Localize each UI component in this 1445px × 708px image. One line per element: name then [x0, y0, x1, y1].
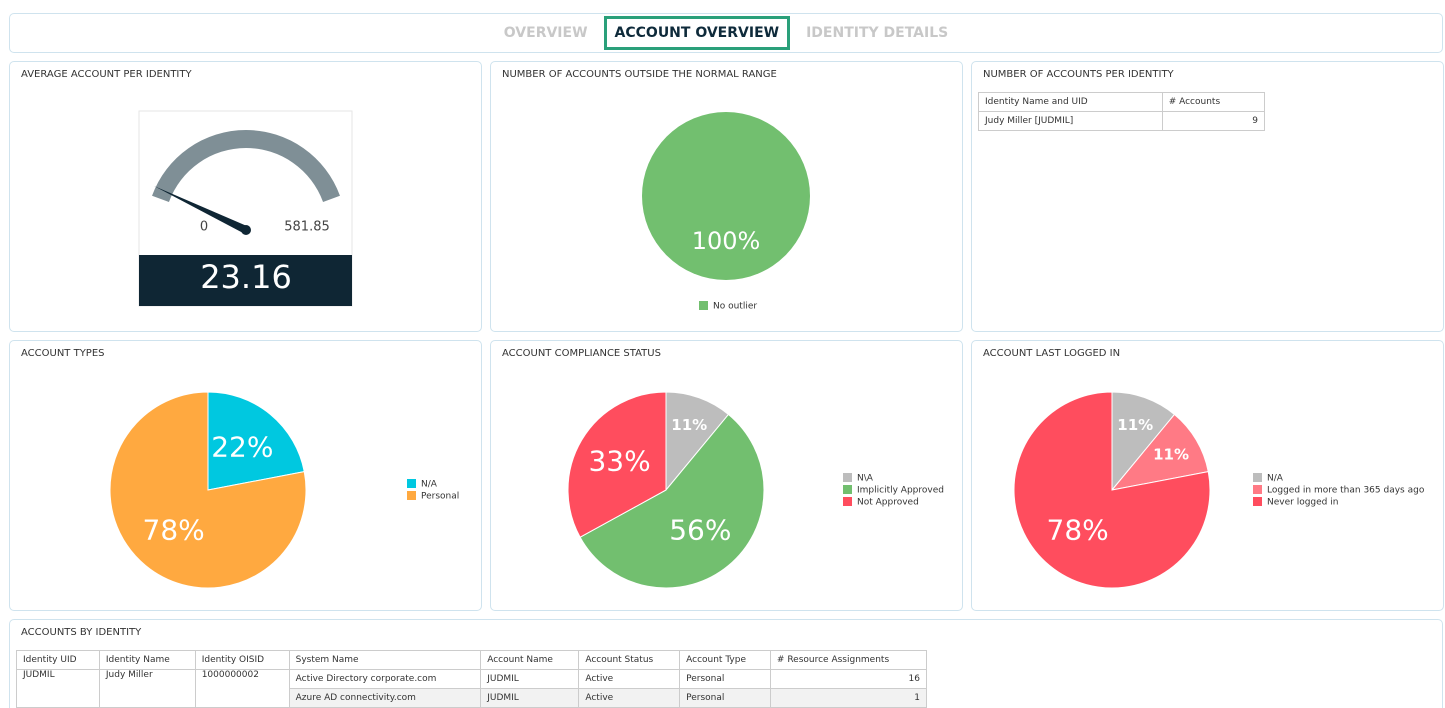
table-cell: 9 — [1161, 111, 1266, 131]
tab[interactable]: OVERVIEW — [503, 25, 588, 41]
pie-label: 22% — [211, 430, 273, 463]
pie-slice — [1013, 391, 1211, 589]
tab[interactable]: ACCOUNT OVERVIEW — [603, 16, 791, 50]
panel-title: NUMBER OF ACCOUNTS PER IDENTITY — [983, 69, 1174, 80]
legend-swatch — [843, 485, 852, 494]
gauge-value-box — [139, 255, 352, 306]
table-cell: Judy Miller — [98, 669, 196, 708]
table-cell: Active — [578, 688, 681, 708]
gauge-max: 581.85 — [284, 220, 330, 235]
table-cell: JUDMIL — [480, 688, 580, 708]
accounts-table: Identity UID Identity Name Identity OISID S… — [16, 650, 928, 708]
legend-swatch — [1253, 473, 1262, 482]
table-cell: 1000000002 — [194, 669, 290, 708]
gauge-value: 23.16 — [200, 258, 292, 296]
table-cell: 1 — [769, 688, 928, 708]
pie-label: 33% — [588, 445, 650, 478]
legend-label: Logged in more than 365 days ago — [1267, 486, 1425, 496]
legend-swatch — [843, 497, 852, 506]
identity-table: Identity Name and UID # Accounts Judy Mill… — [978, 92, 1266, 131]
table-cell: Judy Miller [JUDMIL] — [978, 111, 1163, 131]
panel-title: ACCOUNTS BY IDENTITY — [21, 627, 142, 638]
legend-label: N/A — [1267, 474, 1284, 484]
legend-swatch — [843, 473, 852, 482]
table-cell: JUDMIL — [16, 669, 100, 708]
legend-label: Personal — [421, 492, 459, 502]
pie-label: 11% — [1117, 416, 1153, 434]
pie-slice — [567, 391, 667, 538]
pie-label: 11% — [671, 416, 707, 434]
pie-slice — [579, 413, 765, 589]
pie-label: 100% — [692, 227, 761, 255]
panel-title: NUMBER OF ACCOUNTS OUTSIDE THE NORMAL RA… — [502, 69, 777, 80]
panel-title: AVERAGE ACCOUNT PER IDENTITY — [21, 69, 192, 80]
panel: NUMBER OF ACCOUNTS PER IDENTITY Identity… — [971, 61, 1444, 332]
pie-label: 78% — [1047, 514, 1109, 547]
panel-title: ACCOUNT TYPES — [21, 348, 105, 359]
legend-swatch — [1253, 497, 1262, 506]
tab-bar: OVERVIEW ACCOUNT OVERVIEW IDENTITY DETAILS — [9, 13, 1443, 53]
gauge-needle — [153, 185, 248, 234]
pie-slice — [642, 112, 810, 280]
pie-label: 56% — [669, 514, 731, 547]
table-header: Identity UID Identity Name Identity OISID S… — [16, 650, 928, 670]
table-row: JUDMIL Judy Miller 1000000002 Active Direct… — [16, 669, 928, 708]
legend-label: N/A — [421, 480, 438, 490]
legend-swatch — [699, 301, 708, 310]
pie-slice — [207, 391, 305, 491]
tab[interactable]: IDENTITY DETAILS — [806, 25, 949, 41]
legend-swatch — [407, 491, 416, 500]
legend-label: Never logged in — [1267, 498, 1338, 508]
panel-title: ACCOUNT LAST LOGGED IN — [983, 348, 1121, 359]
legend-swatch — [1253, 485, 1262, 494]
pie-slice — [109, 391, 307, 589]
gauge-hub — [241, 225, 251, 235]
panel: ACCOUNTS BY IDENTITY Identity UID Identit… — [9, 619, 1443, 708]
tabs: OVERVIEW ACCOUNT OVERVIEW IDENTITY DETAILS — [10, 14, 1442, 52]
gauge-arc — [152, 130, 340, 202]
legend-label: N\A — [857, 474, 874, 484]
legend-label: Not Approved — [857, 498, 919, 508]
pie-label: 11% — [1153, 446, 1189, 464]
pie-slice — [1111, 391, 1176, 492]
legend-label: No outlier — [713, 302, 757, 312]
pie-slice — [665, 391, 730, 492]
gauge-min: 0 — [200, 220, 208, 235]
legend-label: Implicitly Approved — [857, 486, 944, 496]
legend-swatch — [407, 479, 416, 488]
pie-slice — [1110, 413, 1209, 491]
table-row: Judy Miller [JUDMIL] 9 — [978, 111, 1266, 131]
pie-label: 78% — [143, 514, 205, 547]
panel-title: ACCOUNT COMPLIANCE STATUS — [502, 348, 661, 359]
